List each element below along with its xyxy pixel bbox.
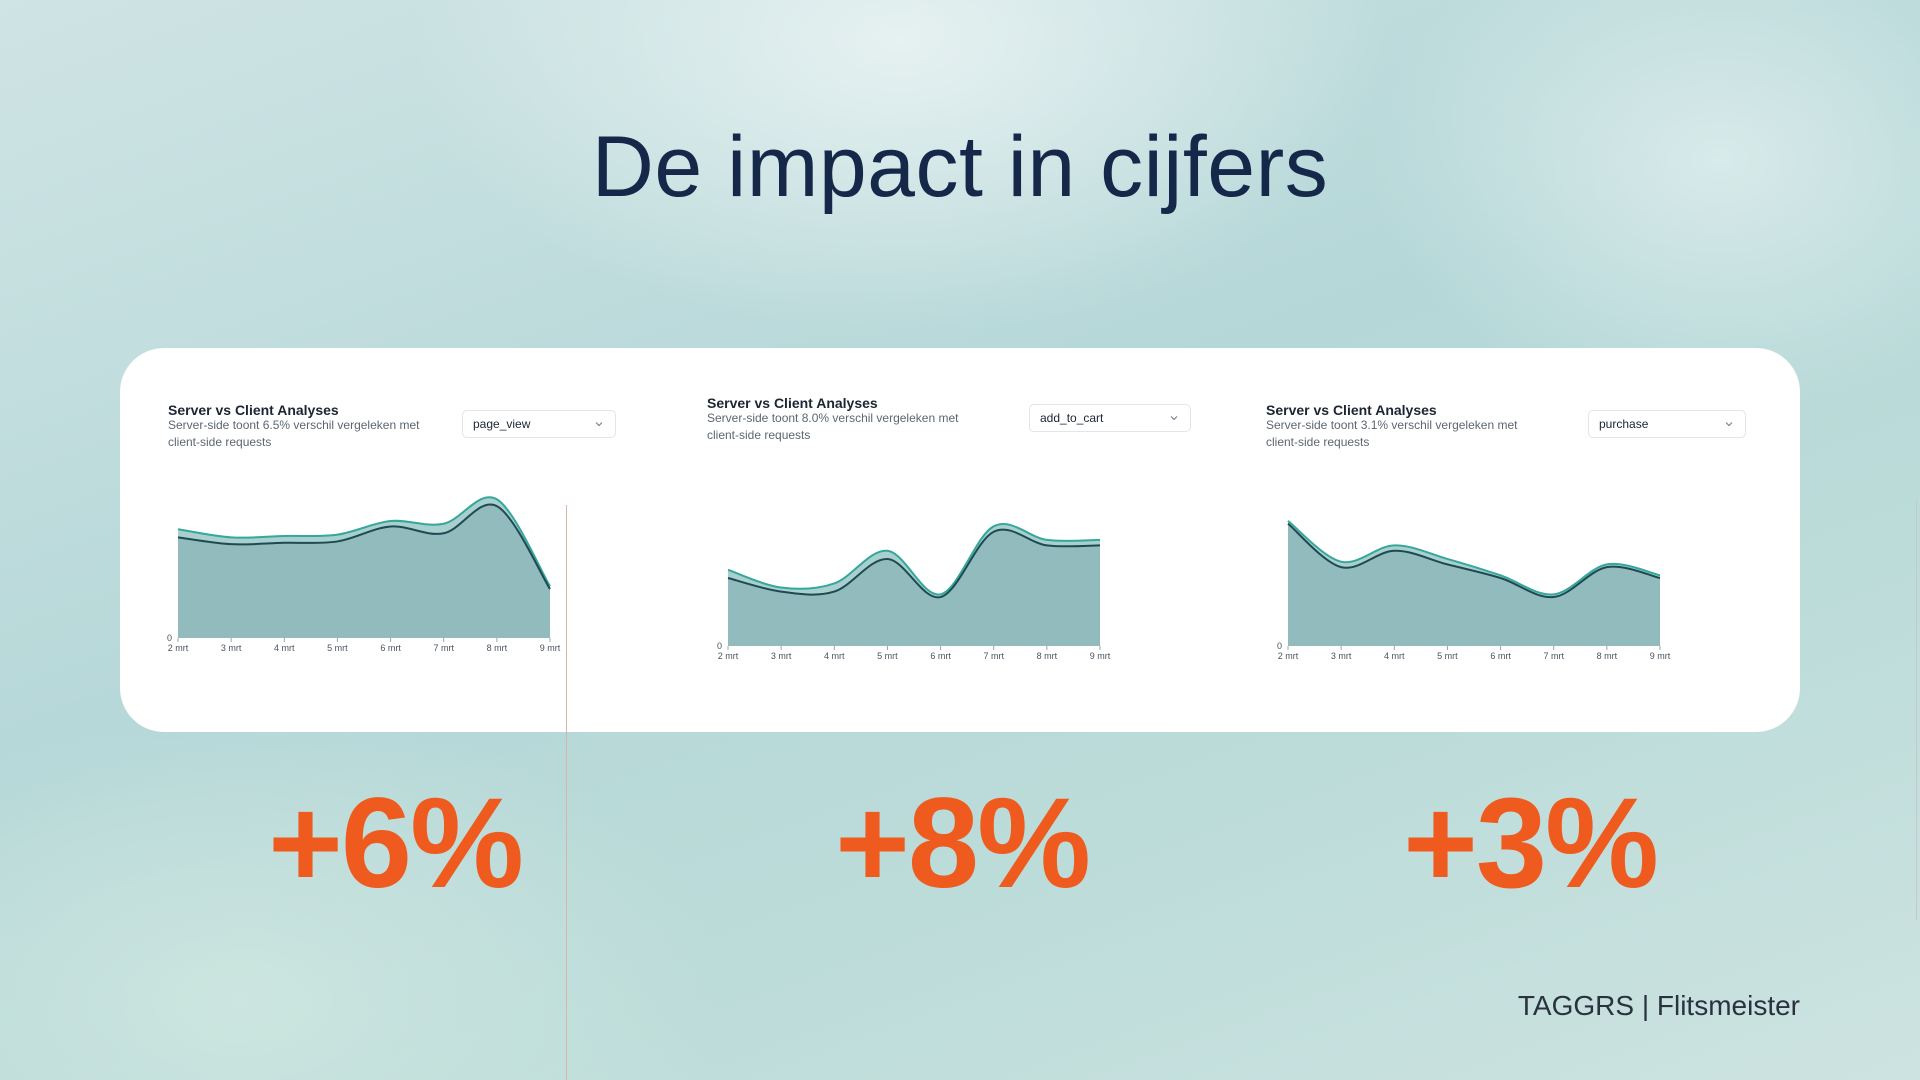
page-title: De impact in cijfers (591, 119, 1329, 215)
chart-panel-add-to-cart: Server vs Client Analyses Server-side to… (680, 348, 1240, 732)
x-tick-label: 9 mrt (1650, 651, 1671, 661)
x-tick-label: 7 mrt (983, 651, 1004, 661)
chevron-down-icon (595, 422, 603, 427)
stat-add-to-cart: +8% (835, 772, 1091, 915)
divider-line (566, 505, 567, 1080)
event-select-value: page_view (473, 417, 531, 431)
x-tick-label: 8 mrt (487, 643, 508, 653)
event-select-value: add_to_cart (1040, 411, 1104, 425)
panel-subtitle: Server-side toont 6.5% verschil vergelek… (168, 418, 420, 449)
series-line-upper (177, 496, 551, 587)
event-select[interactable]: page_view (462, 410, 616, 438)
x-tick-label: 6 mrt (380, 643, 401, 653)
x-tick-label: 9 mrt (540, 643, 561, 653)
charts-card: Server vs Client Analyses Server-side to… (120, 348, 1800, 732)
x-tick-label: 7 mrt (1543, 651, 1564, 661)
stat-page-view: +6% (268, 772, 524, 915)
x-tick-label: 4 mrt (824, 651, 845, 661)
x-tick-label: 7 mrt (433, 643, 454, 653)
y-tick-label: 0 (1277, 641, 1282, 651)
area-chart: 2 mrt 3 mrt 4 mrt 5 mrt 6 mrt 7 mrt 8 mrt 9 mrt… (717, 523, 1111, 661)
panel-title: Server vs Client Analyses (168, 402, 339, 418)
series-line-upper (1287, 520, 1661, 596)
chevron-down-icon (1725, 422, 1733, 427)
x-tick-label: 2 mrt (1278, 651, 1299, 661)
panel-title: Server vs Client Analyses (707, 395, 878, 411)
x-tick-label: 2 mrt (718, 651, 739, 661)
x-tick-label: 3 mrt (771, 651, 792, 661)
panel-subtitle: Server-side toont 8.0% verschil vergelek… (707, 411, 959, 442)
chevron-down-icon (1170, 416, 1178, 421)
x-tick-label: 5 mrt (327, 643, 348, 653)
series-line-lower (727, 528, 1101, 599)
series-area-lower (178, 504, 550, 638)
x-tick-label: 6 mrt (930, 651, 951, 661)
x-tick-label: 5 mrt (877, 651, 898, 661)
x-tick-label: 5 mrt (1437, 651, 1458, 661)
x-tick-label: 8 mrt (1597, 651, 1618, 661)
area-chart: 2 mrt 3 mrt 4 mrt 5 mrt 6 mrt 7 mrt 8 mrt 9 mrt… (167, 496, 561, 653)
x-tick-label: 2 mrt (168, 643, 189, 653)
series-area-lower (1288, 523, 1660, 646)
event-select[interactable]: purchase (1588, 410, 1746, 438)
divider-line (1916, 500, 1917, 920)
event-select[interactable]: add_to_cart (1029, 404, 1191, 432)
series-area-lower (728, 529, 1100, 646)
series-line-lower (1287, 522, 1661, 599)
x-tick-label: 3 mrt (221, 643, 242, 653)
y-tick-label: 0 (167, 633, 172, 643)
chart-panel-purchase: Server vs Client Analyses Server-side to… (1240, 348, 1800, 732)
x-tick-label: 8 mrt (1037, 651, 1058, 661)
x-tick-label: 9 mrt (1090, 651, 1111, 661)
event-select-value: purchase (1599, 417, 1649, 431)
y-tick-label: 0 (717, 641, 722, 651)
area-chart: 2 mrt 3 mrt 4 mrt 5 mrt 6 mrt 7 mrt 8 mrt 9 mrt… (1277, 520, 1671, 661)
chart-panel-page-view: Server vs Client Analyses Server-side to… (120, 348, 680, 732)
series-line-lower (177, 503, 551, 590)
footer-brand: TAGGRS | Flitsmeister (1517, 990, 1800, 1021)
stat-purchase: +3% (1403, 772, 1659, 915)
panel-title: Server vs Client Analyses (1266, 402, 1437, 418)
x-tick-label: 4 mrt (1384, 651, 1405, 661)
x-tick-label: 6 mrt (1490, 651, 1511, 661)
x-tick-label: 4 mrt (274, 643, 295, 653)
series-line-upper (727, 523, 1101, 596)
panel-subtitle: Server-side toont 3.1% verschil vergelek… (1266, 418, 1518, 449)
x-tick-label: 3 mrt (1331, 651, 1352, 661)
